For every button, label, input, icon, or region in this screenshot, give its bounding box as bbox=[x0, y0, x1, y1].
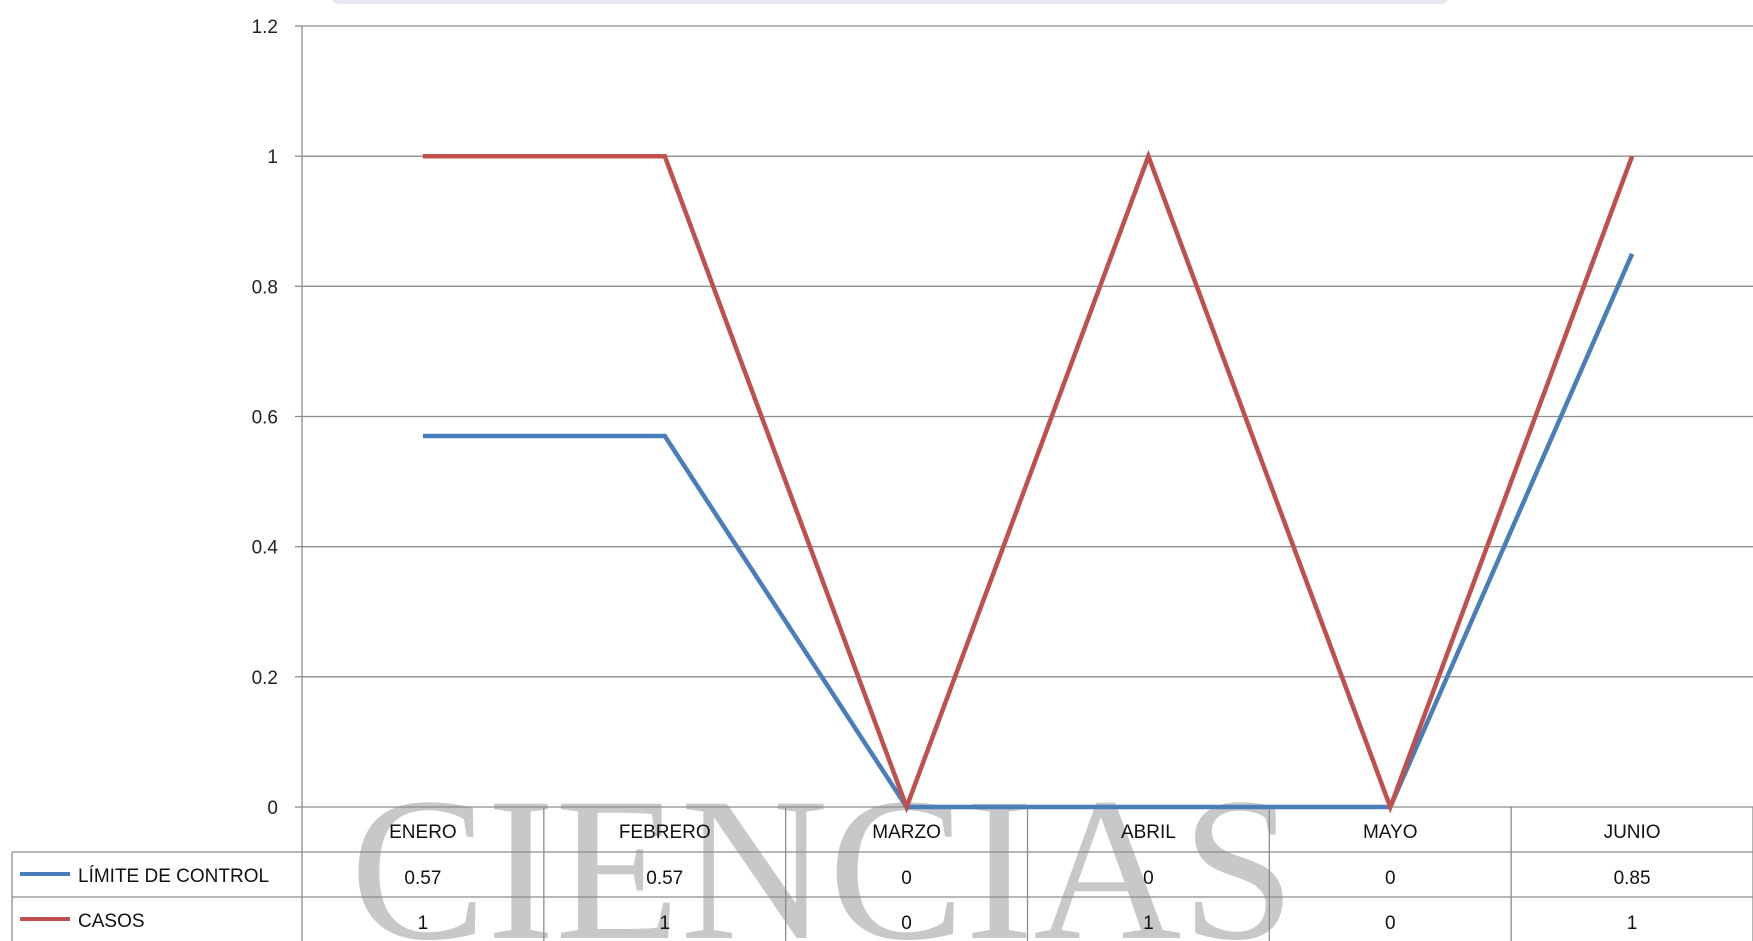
category-label: JUNIO bbox=[1604, 822, 1661, 843]
data-label: 1 bbox=[1627, 913, 1638, 934]
legend-entry: CASOS bbox=[78, 911, 145, 932]
top-banner bbox=[332, 0, 1448, 4]
y-tick-label: 0.2 bbox=[252, 668, 278, 689]
series-line bbox=[422, 149, 1635, 814]
legend-entry: LÍMITE DE CONTROL bbox=[78, 866, 269, 887]
data-label: 0 bbox=[901, 913, 912, 934]
y-tick-label: 0.6 bbox=[252, 408, 278, 429]
category-label: MAYO bbox=[1363, 822, 1418, 843]
series-lines bbox=[422, 149, 1635, 814]
data-label: 0 bbox=[1385, 868, 1396, 889]
watermark-text: CIENCIAS bbox=[350, 756, 1295, 941]
data-label: 0 bbox=[1143, 868, 1154, 889]
category-label: MARZO bbox=[872, 822, 941, 843]
data-label: 0 bbox=[901, 868, 912, 889]
data-label: 0 bbox=[1385, 913, 1396, 934]
watermark: CIENCIAS bbox=[350, 756, 1295, 941]
category-label: ENERO bbox=[389, 822, 457, 843]
y-tick-label: 1.2 bbox=[252, 17, 278, 38]
y-tick-labels: 0 0.2 0.4 0.6 0.8 1 1.2 bbox=[252, 17, 279, 819]
series-line bbox=[422, 252, 1635, 810]
y-tick-label: 0.8 bbox=[252, 277, 278, 298]
data-label: 1 bbox=[659, 913, 670, 934]
data-label: 1 bbox=[418, 913, 429, 934]
y-tick-label: 0.4 bbox=[252, 538, 279, 559]
category-label: ABRIL bbox=[1121, 822, 1176, 843]
gridlines bbox=[302, 25, 1753, 678]
y-tick-label: 1 bbox=[267, 147, 278, 168]
data-label: 0.57 bbox=[404, 868, 441, 889]
axes bbox=[295, 25, 303, 808]
data-label: 0.85 bbox=[1614, 868, 1651, 889]
y-tick-label: 0 bbox=[267, 798, 278, 819]
category-label: FEBRERO bbox=[619, 822, 711, 843]
data-label: 1 bbox=[1143, 913, 1154, 934]
data-label: 0.57 bbox=[646, 868, 683, 889]
